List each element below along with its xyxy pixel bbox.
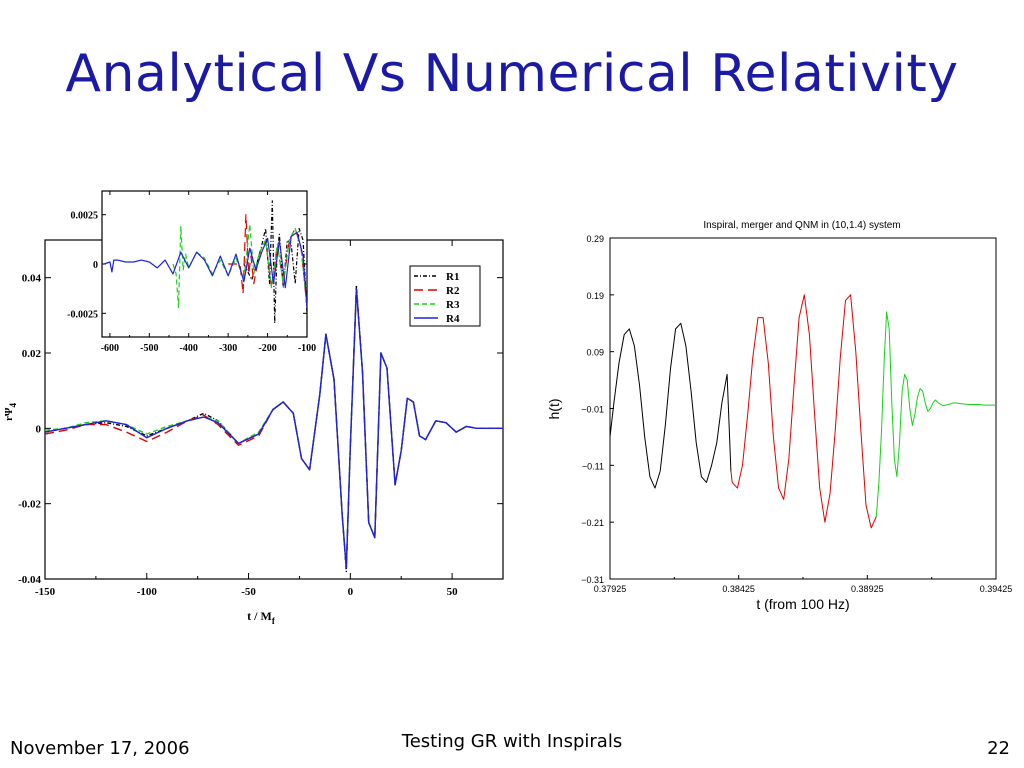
right-plot-frame (609, 237, 997, 580)
y-tick-label: 0.19 (586, 291, 604, 301)
x-tick-label: -100 (298, 343, 316, 354)
x-tick-label: 0.37925 (594, 584, 627, 594)
y-tick-label: −0.31 (581, 575, 604, 585)
footer-date: November 17, 2006 (10, 738, 190, 759)
main-lines (44, 284, 503, 573)
page-number: 22 (987, 738, 1010, 759)
right-xlabel: t (from 100 Hz) (756, 596, 849, 612)
y-tick-label: -0.0025 (67, 309, 98, 320)
x-tick-label: 0.38925 (851, 584, 884, 594)
y-tick-label: 0.02 (22, 348, 42, 360)
legend-label-r3: R3 (446, 299, 460, 311)
inset-chart: -600 -500 -400 -300 -200 -100 -0.0025 0 0.0025 (67, 190, 316, 354)
x-tick-label: 50 (447, 586, 459, 598)
y-tick-label: 0.0025 (71, 211, 99, 222)
inset-ticks: -600 -500 -400 -300 -200 -100 -0.0025 0 0.0025 (67, 191, 316, 354)
series-line-0 (609, 322, 732, 489)
main-xlabel: t / Mf (247, 609, 276, 626)
slide-title: Analytical Vs Numerical Relativity (65, 44, 959, 104)
y-tick-label: 0 (93, 260, 98, 271)
x-tick-label: -300 (219, 343, 237, 354)
series-line-r4 (103, 231, 308, 308)
series-line-1 (730, 294, 877, 529)
series-line-r1 (243, 200, 308, 324)
main-ylabel: rΨ4 (3, 403, 18, 421)
y-tick-label: -0.02 (18, 499, 41, 511)
x-tick-label: -100 (137, 586, 158, 598)
series-line-r4 (44, 288, 503, 569)
x-tick-label: 0.38425 (722, 584, 755, 594)
x-tick-label: -400 (180, 343, 198, 354)
right-chart: Inspiral, merger and QNM in (10,1.4) sys… (546, 220, 1012, 612)
legend-label-r4: R4 (446, 313, 460, 325)
y-tick-label: −0.11 (582, 461, 604, 471)
legend-box (409, 265, 481, 327)
x-tick-label: -150 (35, 586, 56, 598)
y-tick-label: 0.29 (586, 234, 604, 244)
y-tick-label: −0.21 (581, 518, 604, 528)
y-tick-label: 0 (36, 423, 42, 435)
right-chart-title: Inspiral, merger and QNM in (10,1.4) sys… (703, 220, 900, 231)
x-tick-label: 0 (348, 586, 354, 598)
right-ylabel: h(t) (546, 399, 562, 420)
right-ticks: 0.37925 0.38425 0.38925 0.39425 0.29 0.19 0.09… (581, 234, 1012, 594)
x-tick-label: -200 (258, 343, 276, 354)
x-tick-label: 0.39425 (980, 584, 1013, 594)
inset-lines (103, 200, 308, 324)
x-tick-label: -50 (241, 586, 256, 598)
main-legend: R1 R2 R3 R4 (409, 265, 481, 327)
series-line-2 (875, 311, 996, 517)
legend-label-r2: R2 (446, 285, 460, 297)
footer-title: Testing GR with Inspirals (401, 731, 623, 752)
y-tick-label: −0.01 (581, 405, 604, 415)
legend-label-r1: R1 (446, 271, 459, 283)
y-tick-label: -0.04 (18, 574, 41, 586)
y-tick-label: 0.04 (22, 273, 42, 285)
series-line-r3 (172, 223, 308, 308)
x-tick-label: -500 (140, 343, 158, 354)
right-lines (609, 294, 996, 529)
x-tick-label: -600 (101, 343, 119, 354)
inset-plot-frame (101, 190, 308, 338)
y-tick-label: 0.09 (586, 348, 604, 358)
